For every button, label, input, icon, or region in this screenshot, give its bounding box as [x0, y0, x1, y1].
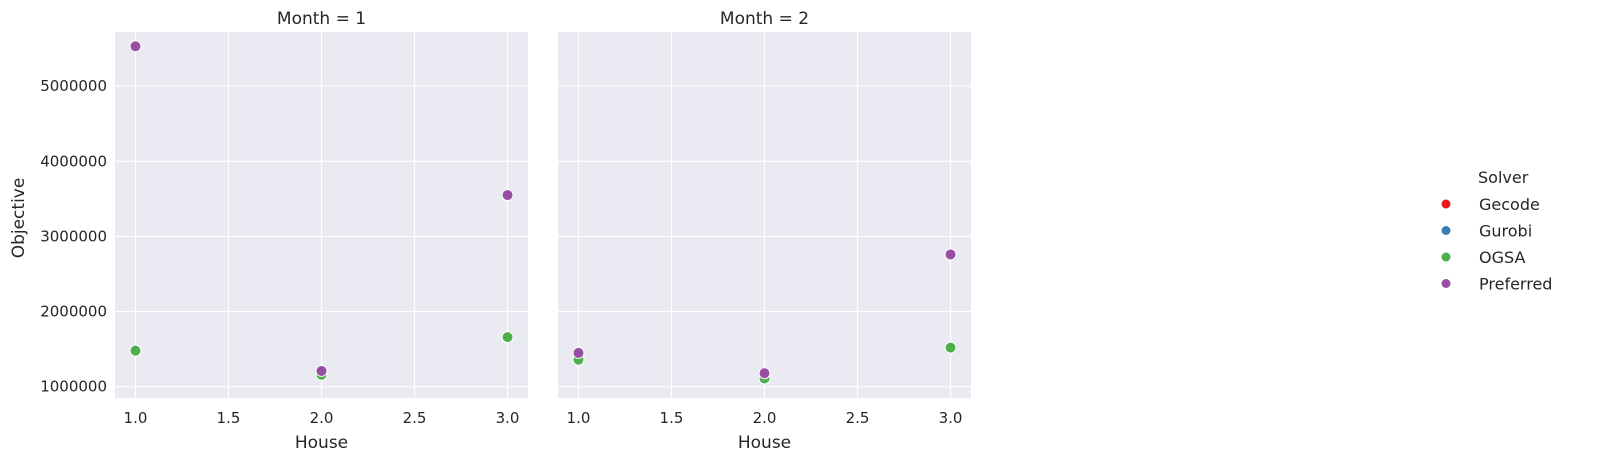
- legend-label-gurobi: Gurobi: [1479, 222, 1532, 241]
- data-point-preferred: [129, 40, 142, 53]
- x-tick-label: 3.0: [496, 409, 520, 427]
- legend-marker-ogsa: [1441, 252, 1451, 262]
- legend-label-gecode: Gecode: [1479, 195, 1540, 214]
- legend-label-ogsa: OGSA: [1479, 248, 1525, 267]
- y-tick-label: 5000000: [40, 77, 107, 95]
- data-point-preferred: [315, 364, 328, 377]
- facet-panel-month-1: Month = 1 1.0 1.5 2.0 2.5 3.0 1000000 2000000 30…: [40, 9, 528, 453]
- data-point-ogsa: [129, 344, 142, 357]
- y-tick-label: 3000000: [40, 227, 107, 245]
- facet-title: Month = 2: [720, 9, 809, 29]
- x-axis-label: House: [295, 433, 348, 453]
- x-tick-label: 2.0: [753, 409, 777, 427]
- data-point-preferred: [572, 346, 585, 359]
- facet-panel-month-2: Month = 2 1.0 1.5 2.0 2.5 3.0 House: [558, 9, 971, 453]
- x-tick-label: 1.5: [217, 409, 241, 427]
- y-tick-label: 2000000: [40, 303, 107, 321]
- x-tick-label: 3.0: [939, 409, 963, 427]
- data-point-preferred: [501, 189, 514, 202]
- x-tick-label: 1.0: [567, 409, 591, 427]
- facet-panels: Month = 1 1.0 1.5 2.0 2.5 3.0 1000000 2000000 30…: [40, 9, 971, 453]
- y-tick-label: 1000000: [40, 378, 107, 396]
- x-tick-label: 1.5: [660, 409, 684, 427]
- legend-marker-gecode: [1441, 199, 1451, 209]
- data-point-preferred: [758, 367, 771, 380]
- x-tick-label: 1.0: [124, 409, 148, 427]
- legend-marker-gurobi: [1441, 226, 1451, 235]
- data-point-ogsa: [501, 331, 514, 344]
- y-tick-label: 4000000: [40, 152, 107, 170]
- x-tick-label: 2.5: [846, 409, 870, 427]
- facet-title: Month = 1: [277, 9, 366, 29]
- y-axis-label: Objective: [9, 178, 29, 259]
- data-point-ogsa: [944, 341, 957, 354]
- legend-title: Solver: [1478, 168, 1529, 187]
- legend: Solver Gecode Gurobi OGSA Preferred: [1441, 168, 1552, 294]
- x-tick-label: 2.5: [403, 409, 427, 427]
- x-tick-label: 2.0: [310, 409, 334, 427]
- x-axis-label: House: [738, 433, 791, 453]
- legend-label-preferred: Preferred: [1479, 275, 1552, 294]
- legend-marker-preferred: [1441, 279, 1451, 288]
- data-point-preferred: [944, 248, 957, 261]
